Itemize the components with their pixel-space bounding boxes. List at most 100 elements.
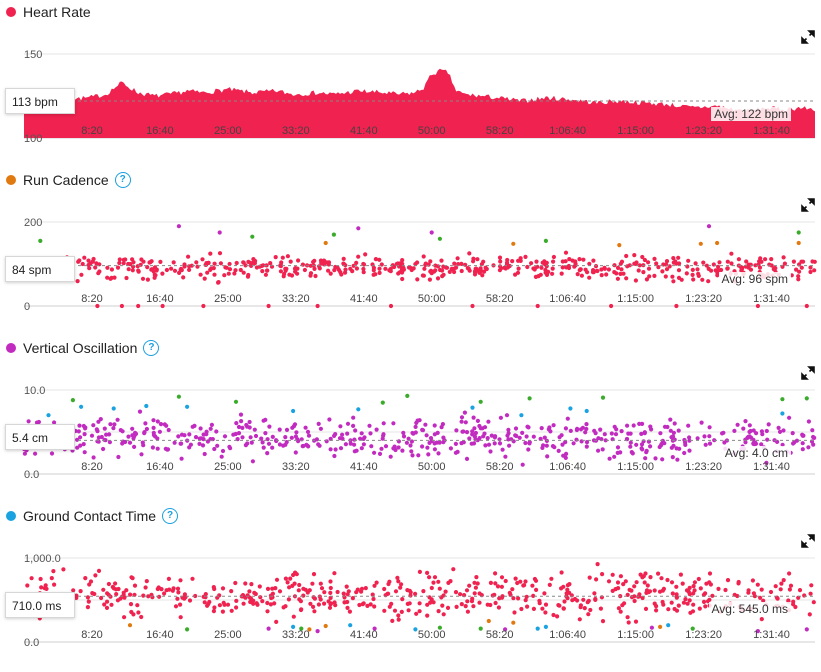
expand-icon[interactable]: [801, 30, 815, 44]
data-point: [104, 432, 109, 437]
data-point: [202, 600, 207, 605]
data-point: [404, 440, 409, 445]
data-point: [209, 422, 214, 427]
data-point-green: [796, 230, 801, 235]
data-point: [609, 431, 614, 436]
chart-plot[interactable]: 1,000.0500.00.08:2016:4025:0033:2041:405…: [0, 504, 821, 672]
current-value-box: 113 bpm: [5, 88, 75, 114]
data-point: [453, 590, 459, 595]
data-point: [697, 606, 702, 611]
data-point-green: [780, 397, 785, 402]
data-point: [747, 423, 752, 428]
data-point: [567, 257, 572, 262]
data-point: [126, 261, 131, 267]
data-point: [497, 441, 503, 446]
data-point: [128, 602, 134, 607]
data-point-blue: [356, 407, 361, 412]
data-point: [212, 261, 217, 266]
data-point: [285, 580, 290, 585]
data-point: [247, 419, 252, 425]
data-point: [796, 274, 801, 279]
data-point: [105, 599, 110, 604]
data-point: [413, 591, 418, 596]
data-point: [143, 421, 148, 426]
data-point: [131, 436, 136, 441]
data-point: [474, 266, 479, 271]
chart-plot[interactable]: 150 100 8:20 16:40 25:00 33:20 41:40 50:00 58:20…: [0, 0, 821, 168]
data-point: [691, 277, 696, 282]
data-point-red: [388, 303, 394, 309]
x-tick-label: 1:23:20: [685, 461, 722, 473]
data-point: [459, 602, 464, 607]
data-point: [169, 266, 174, 271]
data-point: [809, 583, 814, 588]
chart-plot[interactable]: 10.05.00.08:2016:4025:0033:2041:4050:005…: [0, 336, 821, 504]
data-point: [700, 277, 705, 282]
data-point: [187, 598, 193, 603]
help-icon[interactable]: ?: [162, 508, 179, 524]
data-point: [585, 600, 590, 605]
data-point: [265, 586, 271, 591]
data-point: [523, 254, 528, 259]
data-point: [343, 270, 348, 275]
data-point: [493, 600, 498, 606]
data-point: [286, 597, 291, 602]
data-point: [253, 433, 259, 439]
data-point: [236, 431, 242, 436]
data-point: [76, 259, 81, 264]
data-point: [341, 261, 346, 266]
data-point: [226, 271, 231, 276]
data-point: [122, 595, 127, 600]
chart-panel-3: Ground Contact Time?1,000.0500.00.08:201…: [0, 504, 821, 672]
data-point: [448, 446, 453, 451]
data-point: [632, 584, 637, 589]
data-point: [569, 593, 574, 598]
data-point: [516, 266, 521, 271]
data-point: [676, 428, 681, 433]
data-point: [464, 456, 470, 461]
expand-icon[interactable]: [801, 534, 815, 548]
data-point: [189, 263, 194, 268]
data-point: [410, 430, 415, 436]
data-point: [82, 450, 87, 455]
average-label: Avg: 96 spm: [718, 271, 791, 286]
data-point: [417, 569, 422, 574]
data-point: [599, 273, 604, 278]
data-point: [343, 442, 348, 447]
data-point: [130, 257, 135, 262]
help-icon[interactable]: ?: [143, 340, 160, 356]
data-point: [115, 417, 120, 422]
help-icon[interactable]: ?: [114, 172, 131, 188]
data-point: [484, 266, 489, 272]
chart-plot[interactable]: 200 0 8:20 16:40 25:00 33:20 41:40 50:00 58:20 1:…: [0, 168, 821, 336]
data-point: [158, 422, 164, 427]
data-point: [316, 602, 321, 607]
data-point: [571, 441, 576, 446]
x-tick-label: 1:31:40: [753, 629, 790, 641]
data-point: [420, 428, 426, 433]
data-point: [337, 436, 343, 441]
data-point: [202, 276, 207, 281]
data-point: [358, 436, 363, 441]
data-point: [348, 266, 353, 271]
data-point: [666, 607, 671, 612]
x-tick-label: 1:31:40: [753, 461, 790, 473]
data-point: [319, 586, 325, 591]
data-point: [425, 613, 430, 618]
expand-icon[interactable]: [801, 198, 815, 212]
data-point: [421, 589, 426, 594]
data-point: [455, 449, 460, 454]
data-point: [676, 268, 682, 273]
data-point: [279, 260, 284, 265]
data-point: [440, 603, 445, 608]
data-point: [792, 440, 797, 445]
data-point: [646, 266, 652, 271]
data-point: [144, 426, 149, 432]
data-point: [645, 583, 650, 588]
expand-icon[interactable]: [801, 366, 815, 380]
data-point: [454, 428, 459, 433]
x-tick-label: 16:40: [146, 125, 174, 137]
data-point: [274, 577, 280, 582]
data-point: [388, 454, 393, 459]
x-tick-label: 1:31:40: [753, 125, 790, 137]
